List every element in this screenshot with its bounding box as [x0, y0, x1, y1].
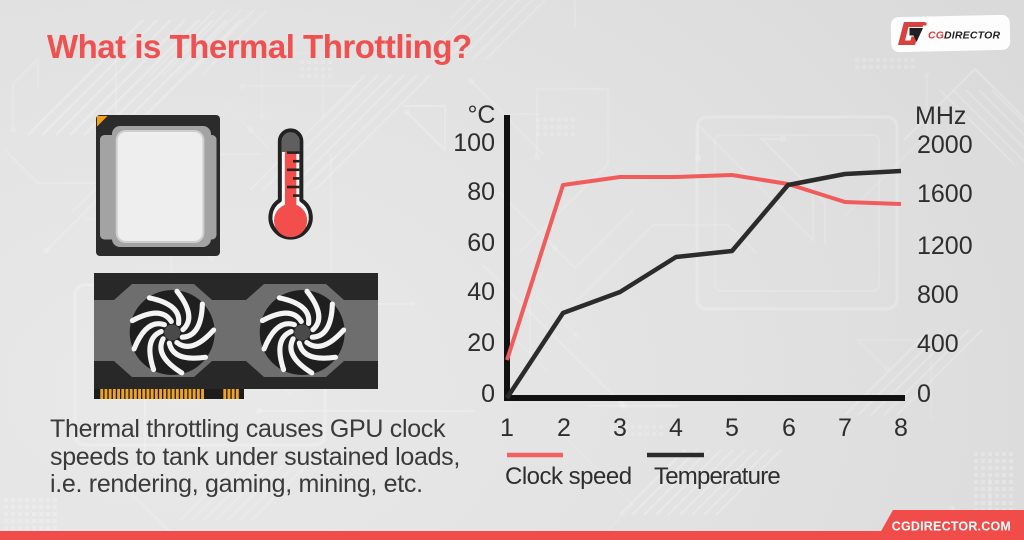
svg-text:60: 60 [467, 229, 495, 257]
svg-text:Temperature: Temperature [654, 463, 780, 490]
svg-text:0: 0 [917, 380, 931, 408]
svg-text:1: 1 [500, 414, 514, 442]
svg-text:1600: 1600 [917, 180, 973, 208]
svg-text:80: 80 [467, 178, 495, 206]
svg-text:4: 4 [669, 414, 683, 442]
svg-text:1200: 1200 [917, 232, 973, 260]
svg-text:CG: CG [928, 30, 944, 42]
svg-text:40: 40 [467, 278, 495, 306]
svg-text:2: 2 [557, 414, 571, 442]
svg-text:5: 5 [725, 414, 739, 442]
svg-text:400: 400 [917, 330, 959, 358]
svg-text:°C: °C [467, 101, 495, 129]
svg-text:7: 7 [838, 414, 852, 442]
svg-text:0: 0 [481, 380, 495, 408]
svg-text:800: 800 [917, 281, 959, 309]
svg-text:20: 20 [467, 329, 495, 357]
svg-text:2000: 2000 [917, 131, 973, 159]
svg-text:100: 100 [453, 129, 495, 157]
svg-text:8: 8 [894, 414, 908, 442]
svg-text:CGDIRECTOR.COM: CGDIRECTOR.COM [892, 520, 1011, 534]
svg-text:DIRECTOR: DIRECTOR [944, 30, 1000, 42]
svg-text:Clock speed: Clock speed [505, 463, 632, 490]
svg-text:MHz: MHz [915, 102, 966, 130]
svg-text:3: 3 [613, 414, 627, 442]
svg-text:6: 6 [782, 414, 796, 442]
